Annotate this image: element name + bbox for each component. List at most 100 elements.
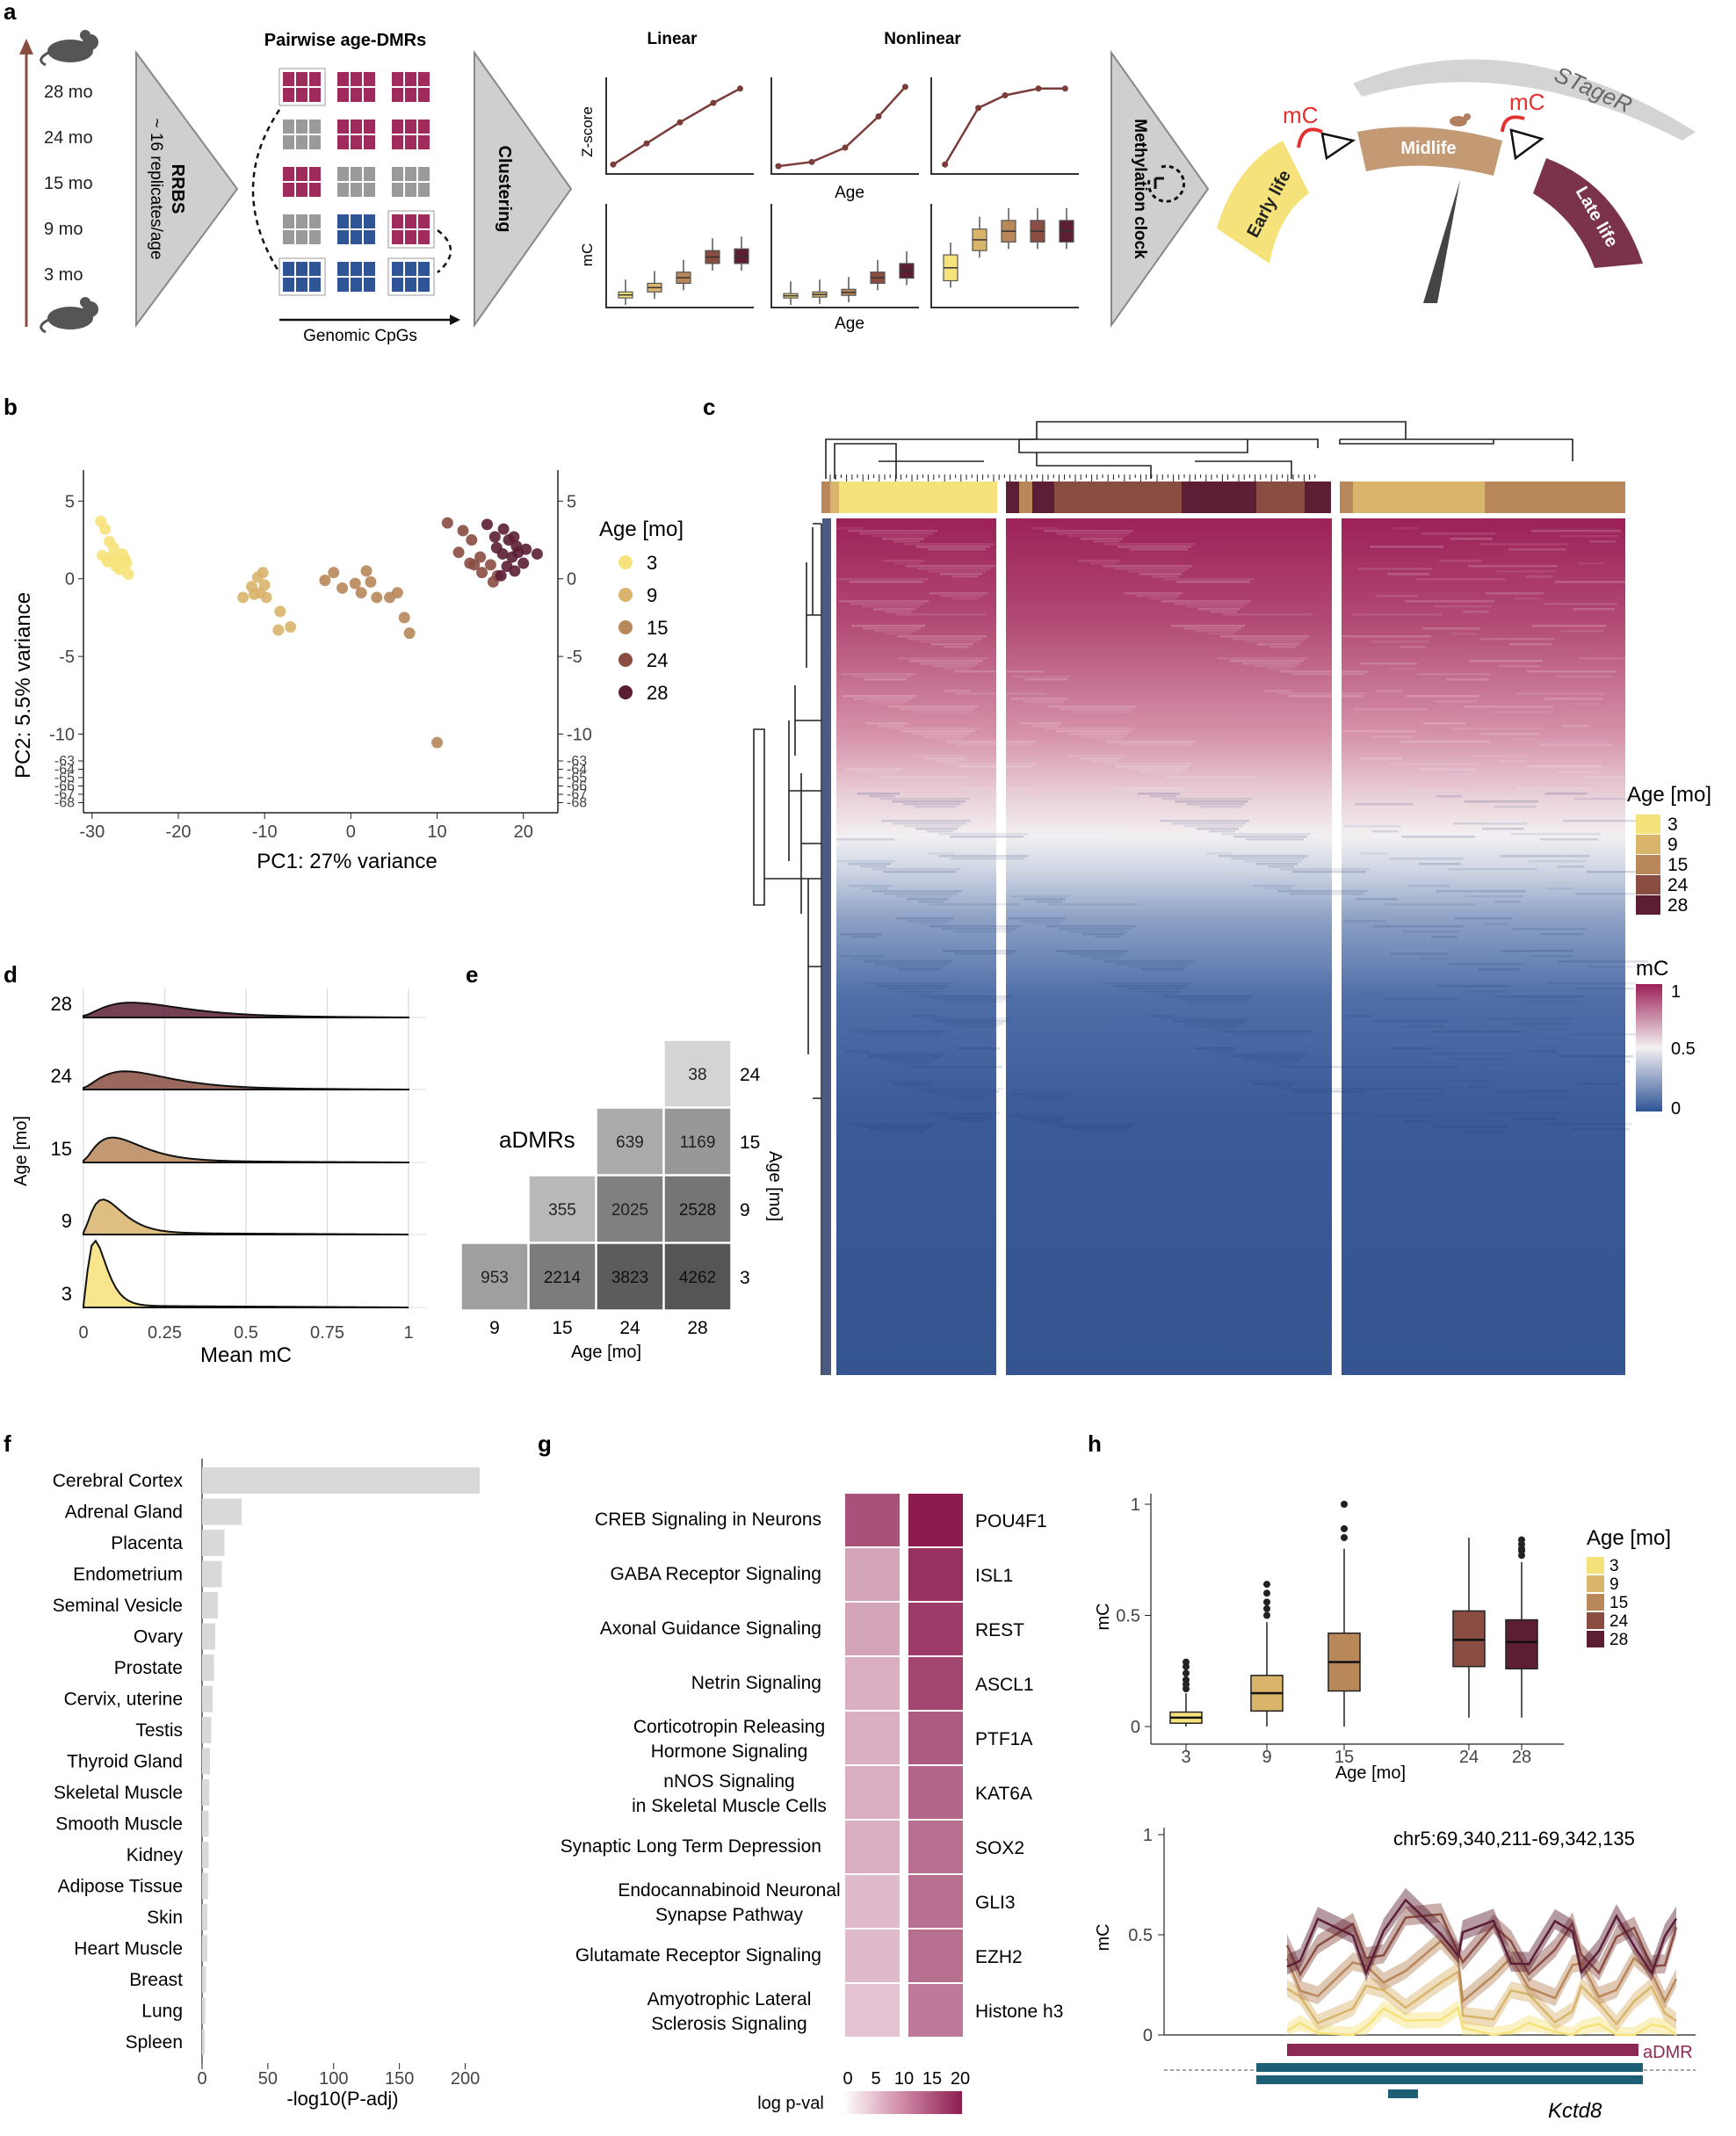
heatmap-stripe xyxy=(942,928,1016,930)
pca-y-tick-label: -65 xyxy=(567,771,587,786)
heatmap-stripe xyxy=(1072,711,1130,713)
admr-cell-value: 1169 xyxy=(680,1133,716,1152)
box-legend-title: Age [mo] xyxy=(1587,1526,1671,1550)
age-bar-segment xyxy=(1353,482,1366,513)
pca-point xyxy=(509,565,521,577)
cpg-axis-arrowhead xyxy=(450,315,460,325)
pca-y-tick-label: -67 xyxy=(54,787,75,802)
ridge-curve xyxy=(83,1239,409,1308)
pathway-cell xyxy=(845,1766,900,1819)
dendrogram-branch xyxy=(1036,421,1407,439)
mc-legend-tick: 1 xyxy=(1671,982,1681,1002)
dmr-cell xyxy=(283,230,294,244)
zscore-label: Z-score xyxy=(579,106,596,157)
trend-point xyxy=(775,163,782,170)
heatmap-stripe xyxy=(951,576,978,578)
pathway-cell xyxy=(845,1930,900,1982)
heatmap-stripe xyxy=(1479,543,1569,546)
heatmap-stripe xyxy=(859,532,933,535)
heatmap-stripe xyxy=(838,578,928,581)
heatmap-stripe xyxy=(1277,692,1366,695)
trend-point xyxy=(610,161,617,168)
dmr-cell xyxy=(392,183,403,197)
heatmap-stripe xyxy=(922,996,1011,998)
heatmap-stripe xyxy=(837,860,895,863)
heatmap-stripe xyxy=(1068,535,1126,538)
heatmap-stripe xyxy=(1162,798,1252,800)
admr-cell-value: 2214 xyxy=(544,1269,582,1287)
heatmap-stripe xyxy=(1498,665,1540,668)
heatmap-stripe xyxy=(1232,1055,1306,1058)
admr-title: aDMRs xyxy=(499,1126,575,1153)
stager-label: STageR xyxy=(1551,61,1636,118)
pca-x-tick-label: -20 xyxy=(166,822,192,842)
dmr-cell xyxy=(392,278,403,292)
heatmap-stripe xyxy=(1493,711,1551,713)
box-outlier xyxy=(1518,1536,1525,1544)
heatmap-stripe xyxy=(1125,790,1183,793)
dmr-cell xyxy=(418,183,430,197)
heatmap-stripe xyxy=(1516,787,1590,790)
dmr-cell xyxy=(351,119,362,134)
heatmap-stripe xyxy=(1234,1033,1308,1036)
admr-cell xyxy=(663,1107,732,1176)
ridge-ylabel: Age [mo] xyxy=(11,1116,31,1186)
heatmap-stripe xyxy=(1510,738,1537,741)
pca-point xyxy=(254,587,266,599)
box-y-tick-label: 0.5 xyxy=(1116,1607,1140,1626)
pathway-label: Sclerosis Signaling xyxy=(651,2014,807,2034)
trend-point xyxy=(1002,91,1009,98)
heatmap-stripe xyxy=(875,963,949,966)
heatmap-stripe xyxy=(1139,573,1182,576)
heatmap-stripe xyxy=(886,633,912,635)
heatmap-stripe xyxy=(1446,678,1488,681)
pathway-label: nNOS Signaling xyxy=(663,1771,794,1792)
heatmap-stripe xyxy=(1010,698,1068,700)
pca-point xyxy=(520,543,532,555)
heatmap-stripe xyxy=(1573,703,1600,706)
dmr-cell xyxy=(351,72,362,86)
age-bar-segment xyxy=(830,482,839,513)
mc-legend-tick: 0.5 xyxy=(1671,1039,1696,1059)
box-outlier xyxy=(1341,1524,1348,1532)
heatmap-stripe xyxy=(855,1031,944,1033)
g-legend-tick: 15 xyxy=(922,2069,942,2089)
heatmap-stripe xyxy=(854,698,912,700)
admr-cell xyxy=(663,1039,732,1108)
pca-point xyxy=(99,523,112,535)
heatmap-stripe xyxy=(1092,958,1118,960)
age-bar-segment xyxy=(1340,482,1353,513)
dmr-cell xyxy=(337,262,349,276)
heatmap-stripe xyxy=(1588,966,1646,968)
heatmap-stripe xyxy=(1529,860,1587,863)
mc-arrow-icon xyxy=(1297,127,1323,148)
pca-legend-label: 24 xyxy=(647,649,668,671)
tissue-bar xyxy=(202,1717,212,1743)
heatmap-stripe xyxy=(1233,638,1306,641)
heatmap-stripe xyxy=(1233,836,1307,838)
mini-axis xyxy=(930,77,1079,175)
heatmap-stripe xyxy=(943,646,969,648)
pca-y-tick-label: -63 xyxy=(567,754,587,769)
dendrogram-branch xyxy=(1018,439,1248,453)
dmr-cell xyxy=(337,88,349,102)
pca-point xyxy=(274,605,286,618)
heatmap-stripe xyxy=(852,958,879,960)
heatmap-stripe xyxy=(894,562,921,565)
dmr-cell xyxy=(309,72,321,86)
heatmap-stripe xyxy=(1343,825,1401,828)
heatmap-stripe xyxy=(1494,806,1536,808)
heatmap-stripe xyxy=(927,830,953,833)
track-ylabel: mC xyxy=(1094,1923,1113,1951)
heatmap-stripe xyxy=(1012,1093,1070,1096)
age-label: 28 mo xyxy=(44,83,93,102)
pathway-cell xyxy=(845,1984,900,2037)
pathway-cell xyxy=(845,1712,900,1764)
pca-y-tick-label: -67 xyxy=(567,787,587,802)
g-legend-tick: 0 xyxy=(843,2069,852,2089)
dmr-cell xyxy=(296,230,307,244)
heatmap-stripe xyxy=(1369,1066,1458,1068)
dmr-cell xyxy=(392,119,403,134)
heatmap-stripe xyxy=(944,690,971,692)
